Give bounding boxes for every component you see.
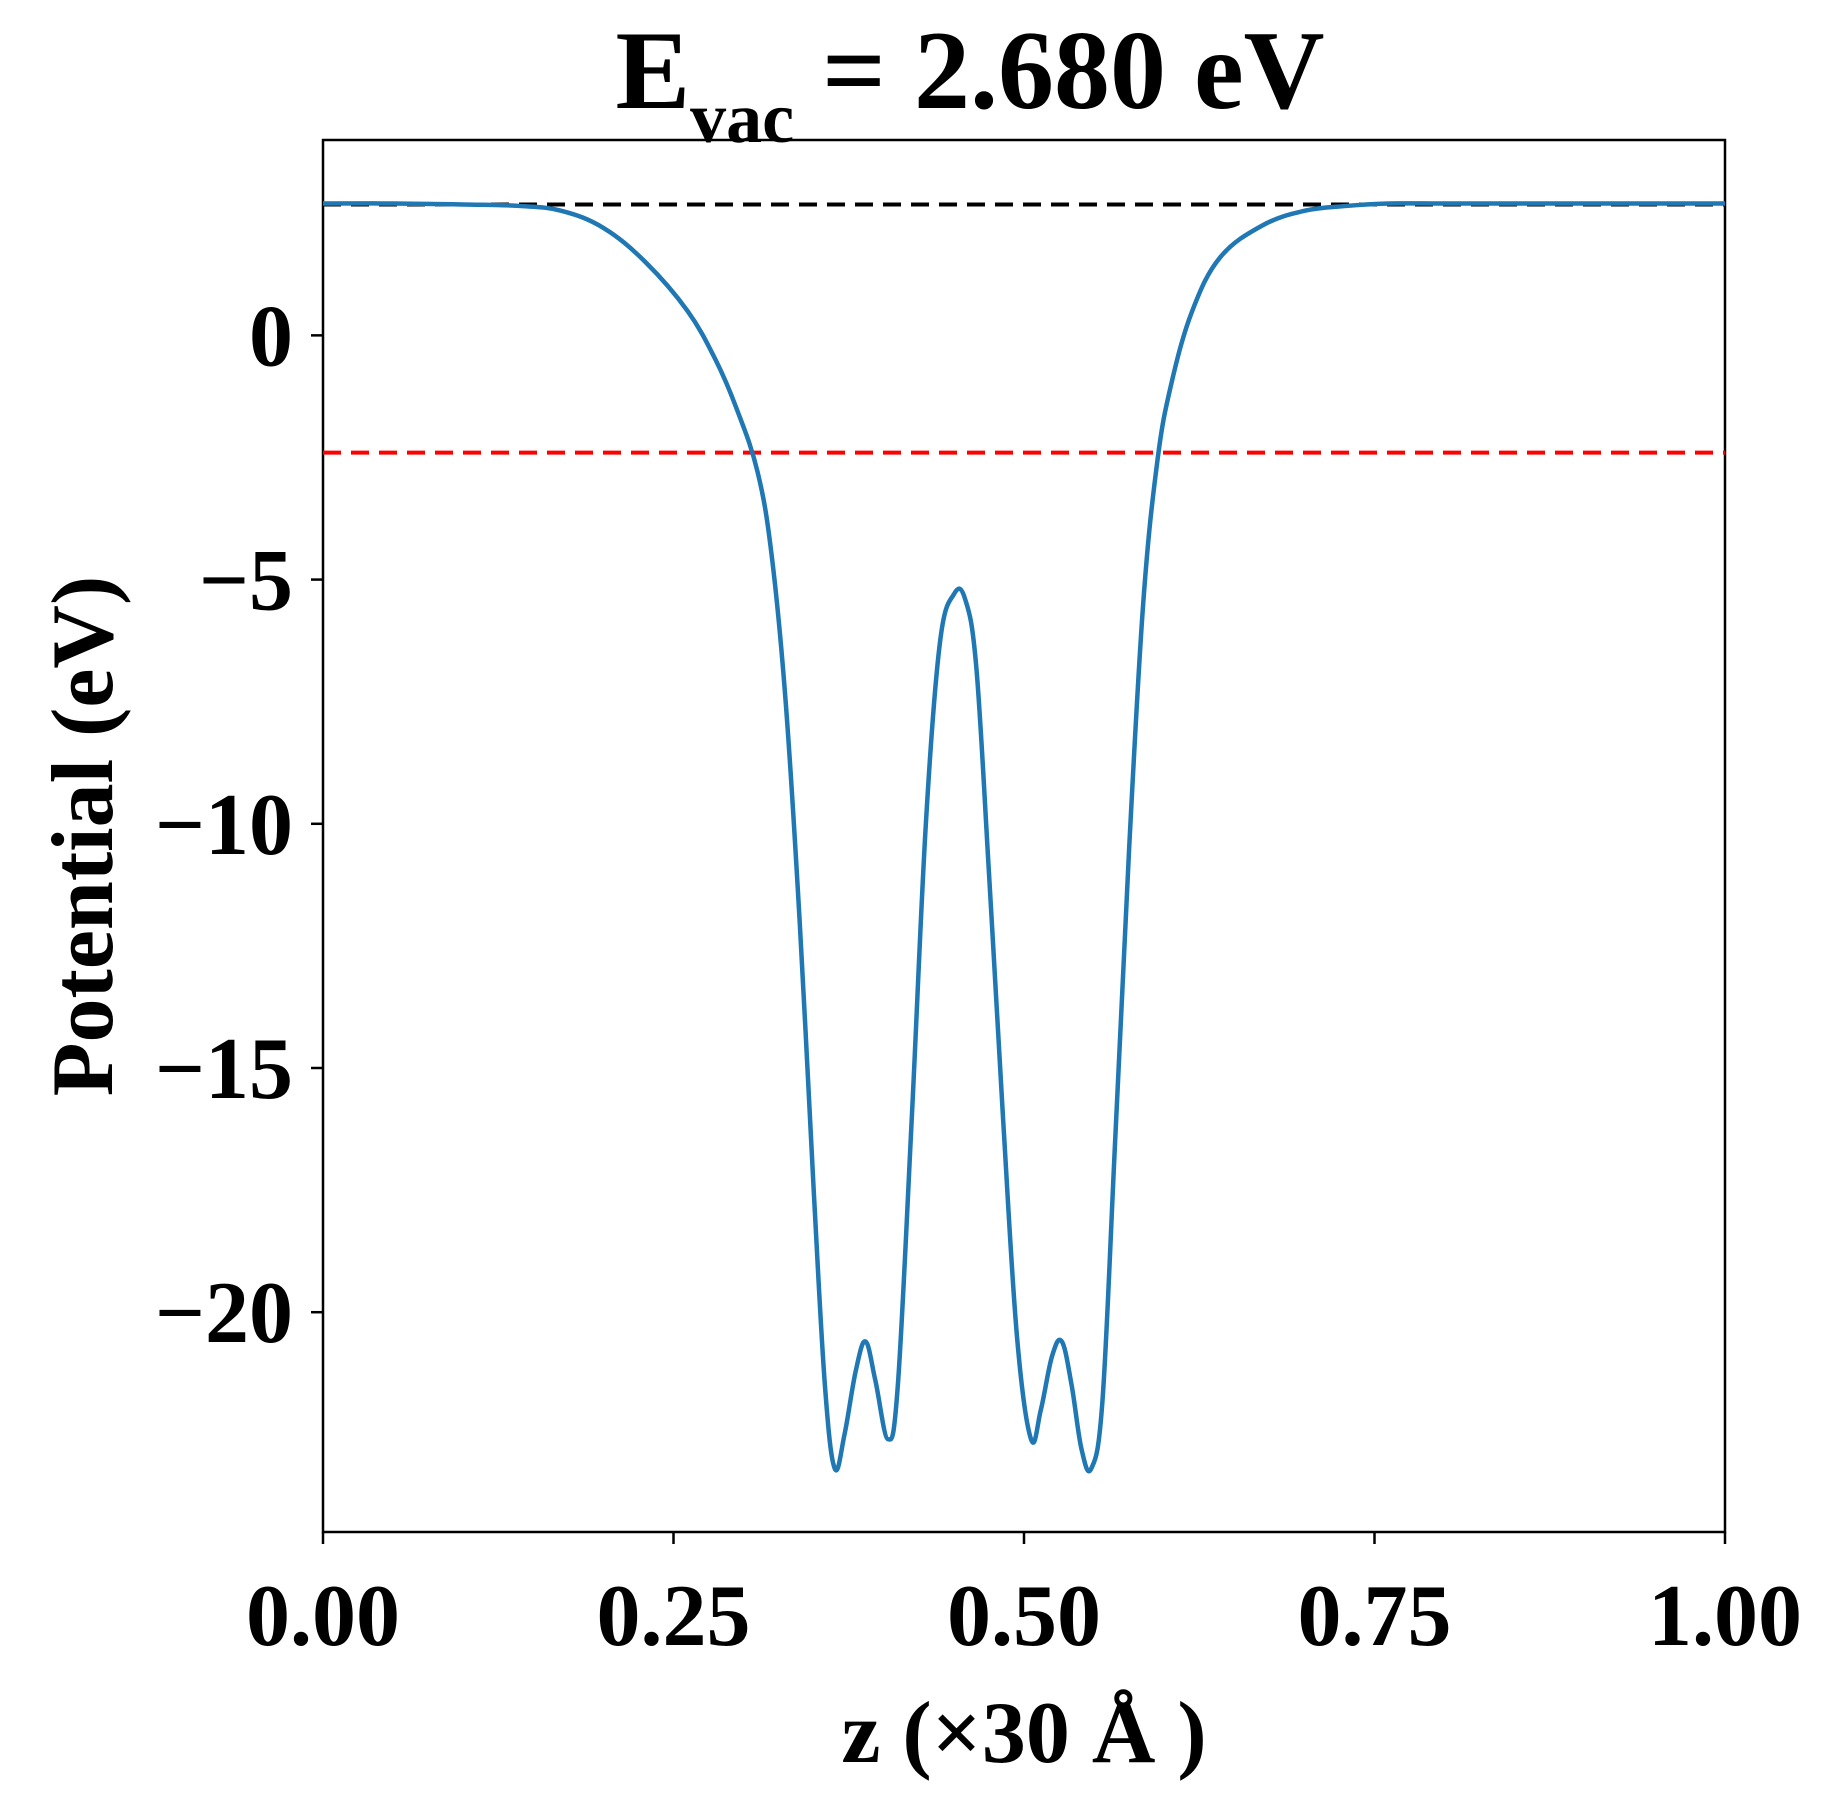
- y-axis-ticks: 0 −5 −10 −15 −20: [155, 288, 323, 1362]
- chart-title-main: E: [615, 9, 690, 133]
- series-line-0: [322, 201, 1725, 1474]
- x-tick-label: 1.00: [1648, 1568, 1802, 1665]
- y-tick-label: −20: [155, 1265, 293, 1362]
- x-tick-label: 0.25: [597, 1568, 751, 1665]
- chart-title: Evac = 2.680 eV: [615, 9, 1324, 158]
- x-tick-label: 0.75: [1298, 1568, 1452, 1665]
- chart-title-subscript: vac: [690, 78, 794, 158]
- y-tick-label: −15: [155, 1021, 293, 1118]
- y-tick-label: −10: [155, 777, 293, 874]
- plot-frame: [321, 138, 1727, 1534]
- x-tick-label: 0.50: [947, 1568, 1101, 1665]
- y-axis-label: Potential (eV): [35, 576, 132, 1096]
- x-axis-label: z (×30 Å ): [841, 1685, 1206, 1782]
- y-tick-label: 0: [249, 288, 293, 385]
- x-axis-ticks: 0.00 0.25 0.50 0.75 1.00: [246, 1532, 1802, 1665]
- reference-lines: [323, 202, 1725, 455]
- series-layer: [322, 201, 1725, 1474]
- chart-title-rest: = 2.680 eV: [794, 9, 1324, 133]
- x-tick-label: 0.00: [246, 1568, 400, 1665]
- y-tick-label: −5: [199, 533, 293, 630]
